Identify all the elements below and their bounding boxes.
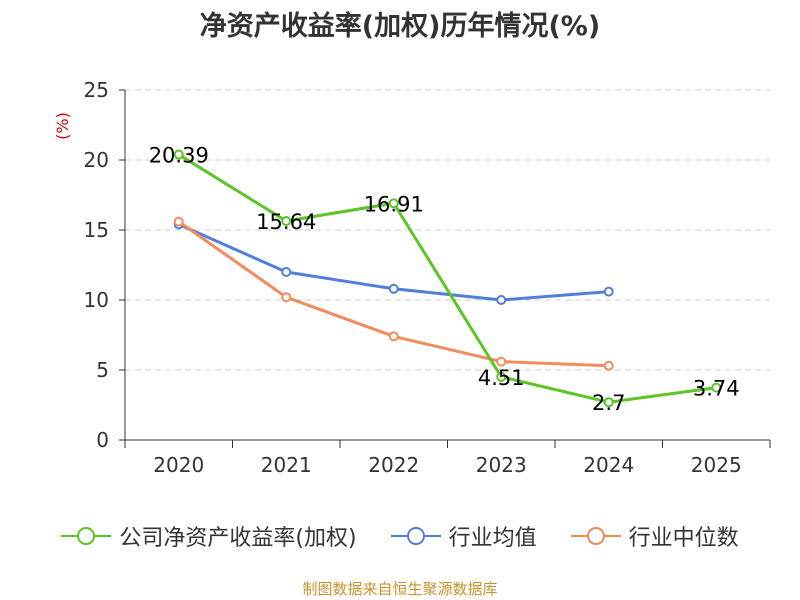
x-tick-label: 2022	[368, 453, 419, 477]
data-point	[281, 267, 292, 277]
data-point	[281, 216, 292, 227]
data-point	[711, 382, 722, 393]
legend-swatch-company	[61, 527, 112, 545]
y-axis-label: (%)	[53, 112, 72, 140]
data-label: 20.39	[149, 144, 209, 168]
data-point	[603, 397, 614, 408]
x-tick-label: 2025	[691, 453, 742, 477]
legend-label-industry-mean: 行业均值	[448, 526, 537, 551]
x-tick-label: 2024	[583, 453, 634, 477]
chart-title: 净资产收益率(加权)历年情况(%)	[199, 11, 601, 42]
y-tick-label: 15	[84, 218, 109, 242]
series-line	[177, 153, 717, 404]
data-label: 16.91	[364, 192, 424, 216]
data-labels: 20.39 15.64 16.91 4.51 2.7 3.74	[149, 144, 740, 416]
grid-lines	[125, 89, 770, 371]
y-tick-label: 20	[84, 148, 109, 172]
y-tick-label: 25	[84, 78, 109, 102]
data-point	[173, 216, 184, 227]
data-label: 4.51	[478, 366, 525, 390]
legend-swatch-industry-median	[570, 527, 621, 545]
y-tick-label: 0	[96, 428, 109, 452]
x-tick-label: 2021	[261, 453, 312, 477]
data-point	[281, 292, 292, 303]
data-point	[388, 331, 399, 342]
legend: 公司净资产收益率(加权) 行业均值 行业中位数	[0, 520, 800, 552]
legend-label-industry-median: 行业中位数	[628, 526, 739, 551]
y-tick-label: 5	[96, 358, 109, 382]
source-note: 制图数据来自恒生聚源数据库	[302, 580, 498, 598]
data-label: 3.74	[693, 377, 740, 401]
data-point	[603, 286, 614, 297]
x-tick-label: 2023	[476, 453, 527, 477]
data-point	[388, 198, 399, 209]
series-lines	[173, 149, 722, 408]
x-tick-label: 2020	[153, 453, 204, 477]
data-point	[496, 356, 507, 367]
legend-swatch-industry-mean	[390, 527, 441, 545]
data-point	[388, 283, 399, 294]
data-label: 2.7	[592, 391, 625, 415]
legend-item-industry-mean[interactable]: 行业均值	[390, 520, 537, 552]
data-point	[496, 295, 507, 305]
legend-item-industry-median[interactable]: 行业中位数	[570, 520, 739, 552]
legend-item-company[interactable]: 公司净资产收益率(加权)	[61, 520, 357, 552]
legend-label-company: 公司净资产收益率(加权)	[119, 526, 357, 551]
y-tick-label: 10	[84, 288, 109, 312]
data-label: 15.64	[256, 210, 316, 234]
data-point	[603, 360, 614, 371]
data-point	[173, 149, 184, 160]
data-point	[496, 371, 507, 382]
